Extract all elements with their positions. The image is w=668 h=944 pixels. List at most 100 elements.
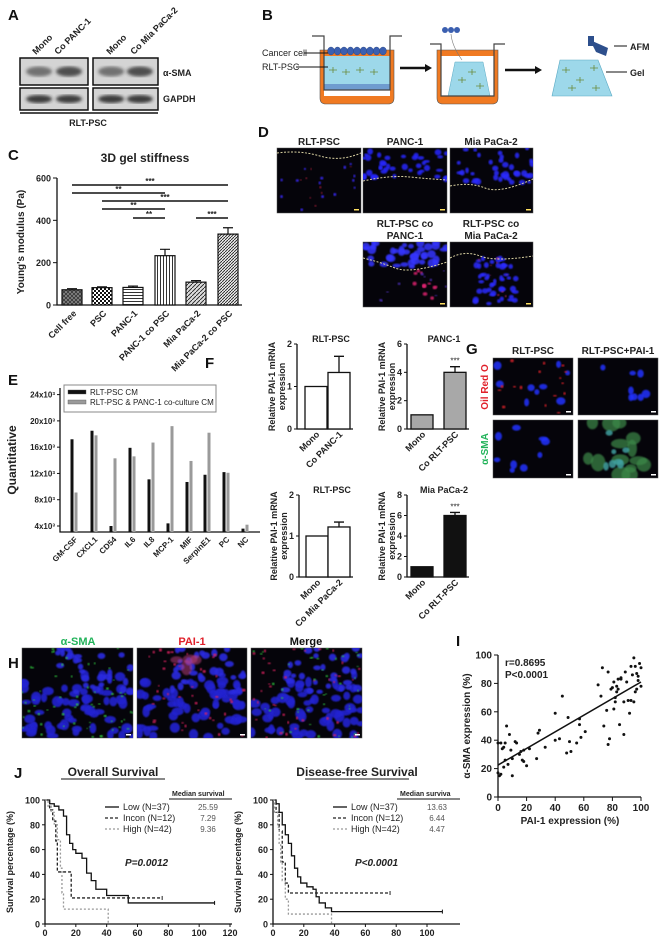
data-point [632, 656, 636, 660]
cell-nucleus [493, 174, 499, 181]
cell-nucleus [125, 687, 133, 695]
cell-nucleus [313, 665, 322, 671]
y-axis-label: Relative PAI-1 mRNA [267, 341, 277, 431]
cell-nucleus [27, 709, 31, 713]
cell-nucleus [114, 672, 126, 682]
error-bar [334, 521, 344, 527]
stellate-cell-icon [468, 69, 476, 75]
cell-nucleus [143, 725, 152, 737]
cell-nucleus [318, 648, 322, 651]
cell-nucleus [416, 269, 421, 273]
cell-nucleus [262, 657, 265, 660]
y-tick-label: 80 [30, 820, 40, 830]
cell-nucleus [518, 179, 526, 186]
cell-nucleus [328, 678, 331, 681]
cell-nucleus [338, 735, 340, 738]
cell-nucleus [427, 250, 436, 259]
cell-nucleus [525, 148, 530, 151]
axis-line [59, 388, 260, 533]
micrograph [577, 357, 659, 416]
cell-nucleus [217, 732, 221, 737]
cell-nucleus [157, 684, 160, 687]
cell-nucleus [67, 717, 77, 724]
cell-nucleus [252, 650, 255, 653]
cell-nucleus [423, 275, 426, 278]
cell-nucleus [67, 699, 80, 707]
cell-nucleus [389, 166, 396, 171]
mini-bar-chart: Mia PaCa-2 Relative PAI-1 mRNA expression 0… [377, 485, 469, 621]
cell-nucleus [605, 430, 613, 436]
data-point [628, 711, 632, 715]
cell-nucleus [22, 699, 32, 705]
cell-nucleus [478, 279, 485, 284]
image-title: Merge [290, 636, 322, 648]
cell-nucleus [268, 683, 271, 685]
cell-nucleus [162, 667, 166, 670]
cell-nucleus [439, 247, 447, 252]
cell-nucleus [481, 288, 489, 294]
x-tick-label: 20 [71, 928, 81, 938]
cell-nucleus [174, 648, 181, 654]
y-axis-label: expression [279, 512, 289, 560]
cell-nucleus [512, 385, 516, 388]
protein-band [55, 66, 82, 77]
data-point [496, 741, 500, 745]
cell-nucleus [268, 724, 275, 735]
y-tick-label: 0 [397, 424, 402, 434]
cell-nucleus [259, 653, 263, 655]
cell-nucleus [351, 678, 354, 681]
cell-nucleus [267, 712, 274, 720]
cell-nucleus [368, 261, 375, 267]
cell-nucleus [343, 165, 347, 169]
data-point [507, 733, 511, 737]
cell-nucleus [89, 726, 91, 728]
cell-nucleus [351, 648, 360, 652]
cell-nucleus [137, 728, 143, 738]
cell-nucleus [262, 651, 264, 653]
cell-nucleus [392, 263, 402, 268]
image-title: RLT-PSC co [463, 219, 519, 230]
y-tick-label: 0 [486, 793, 492, 804]
cell-nucleus [611, 438, 630, 449]
cell-nucleus [54, 675, 58, 678]
y-axis-label: Relative PAI-1 mRNA [269, 491, 279, 581]
x-tick-label: CXCL1 [74, 535, 99, 560]
cell-nucleus [400, 154, 407, 159]
cell-nucleus [171, 707, 184, 716]
cell-nucleus [473, 262, 479, 269]
cell-nucleus [363, 173, 367, 180]
cell-nucleus [22, 683, 29, 694]
cell-nucleus [332, 649, 335, 652]
significance-label: *** [450, 502, 459, 511]
cell-nucleus [501, 262, 507, 268]
cell-nucleus [402, 249, 411, 255]
cell-nucleus [504, 295, 507, 298]
cell-nucleus [473, 148, 478, 152]
bar [94, 435, 98, 532]
y-tick-label: 20x10³ [30, 417, 55, 426]
cell-nucleus [490, 264, 492, 266]
cell-nucleus [314, 204, 317, 207]
cell-nucleus [637, 393, 644, 401]
cell-nucleus [215, 695, 219, 698]
cell-nucleus [86, 727, 89, 730]
cell-nucleus [224, 660, 234, 668]
cell-nucleus [497, 389, 502, 391]
cell-nucleus [292, 648, 296, 651]
cell-nucleus [91, 735, 95, 738]
y-tick-label: 4x10³ [35, 522, 56, 531]
cell-nucleus [230, 675, 237, 680]
data-point [543, 745, 547, 749]
data-point [506, 762, 510, 766]
afm-schematic: Cancer cell RLT-PSC AFM Gel [262, 27, 650, 105]
cell-nucleus [583, 452, 594, 465]
y-tick-label: 2 [397, 396, 402, 406]
cell-nucleus [103, 696, 110, 706]
cell-nucleus [586, 420, 599, 430]
bar [443, 371, 467, 430]
cell-nucleus [142, 706, 150, 718]
legend-label: Incon (N=12) [123, 813, 175, 823]
cell-nucleus [356, 707, 362, 714]
data-point [568, 740, 571, 744]
